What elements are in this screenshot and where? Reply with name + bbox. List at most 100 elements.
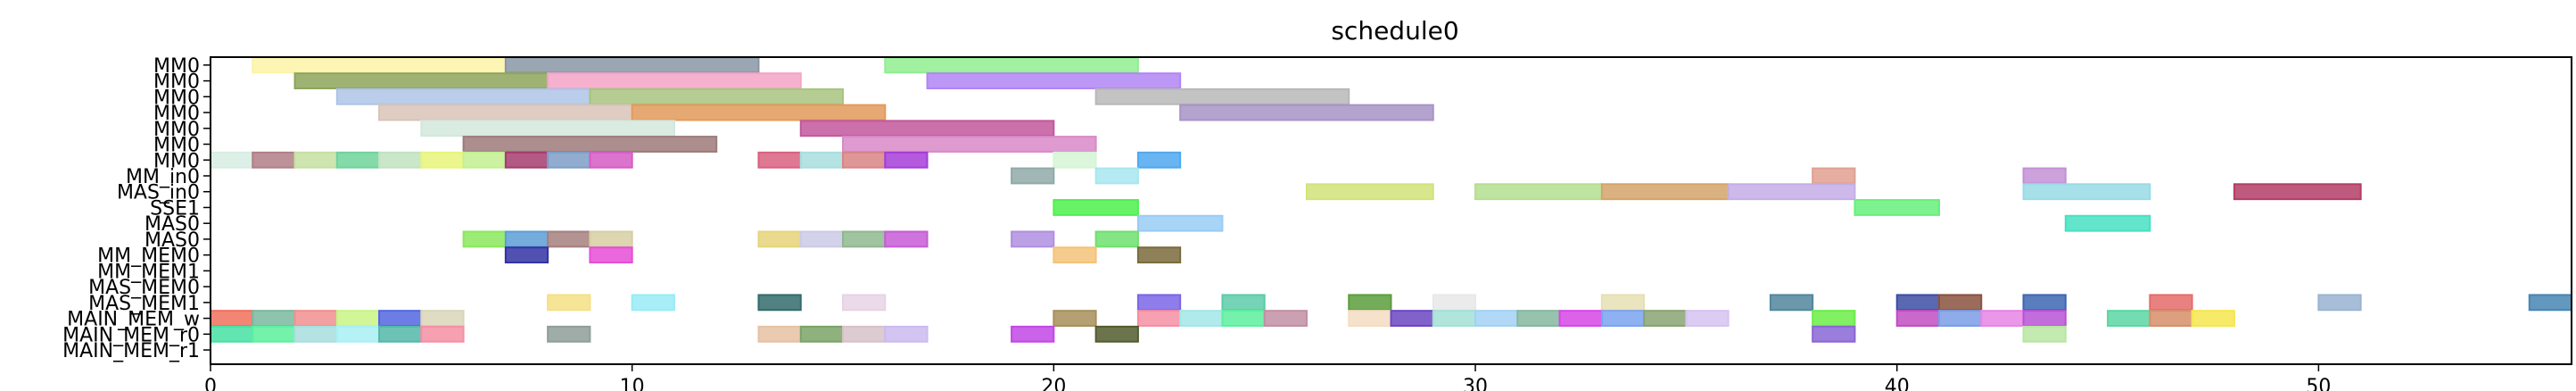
- task-bar: [589, 87, 845, 105]
- task-bar: [1812, 167, 1856, 185]
- task-bar: [1221, 310, 1266, 327]
- row-labels: MM0MM0MM0MM0MM0MM0MM0MM_in0MAS_in0SSE1MA…: [62, 55, 211, 362]
- row-label: MM0: [153, 103, 200, 125]
- row-label: MM_MEM0: [97, 245, 200, 268]
- task-bar: [1011, 167, 1055, 185]
- task-bar: [589, 230, 633, 248]
- task-bar: [1558, 310, 1603, 327]
- task-bar: [757, 325, 802, 343]
- task-bar: [2022, 183, 2151, 201]
- task-bar: [547, 151, 591, 169]
- task-bar: [1895, 294, 1940, 312]
- task-bar: [1011, 325, 1055, 343]
- row-label: SSE1: [150, 197, 200, 220]
- row-label: MM0: [153, 119, 200, 141]
- x-tick-label: 50: [2306, 376, 2331, 391]
- chart-title: schedule0: [1331, 16, 1458, 46]
- task-bar: [293, 310, 338, 327]
- task-bars: [210, 56, 2573, 343]
- x-axis: 0 10 20 30 40 50: [204, 364, 2331, 391]
- task-bar: [589, 246, 633, 264]
- task-bar: [884, 56, 1139, 74]
- task-bar: [799, 120, 1055, 137]
- task-bar: [842, 325, 887, 343]
- row-label: MAIN_MEM_r0: [62, 324, 200, 346]
- task-bar: [1348, 310, 1392, 327]
- task-bar: [2064, 214, 2151, 232]
- task-bar: [420, 120, 675, 137]
- task-bar: [1053, 310, 1097, 327]
- task-bar: [757, 230, 802, 248]
- x-tick-label: 0: [204, 376, 217, 391]
- task-bar: [1179, 310, 1224, 327]
- task-bar: [1769, 294, 1814, 312]
- task-bar: [1812, 310, 1856, 327]
- task-bar: [1474, 310, 1519, 327]
- task-bar: [335, 87, 591, 105]
- task-bar: [2107, 310, 2151, 327]
- task-bar: [1432, 310, 1477, 327]
- task-bar: [1432, 294, 1477, 312]
- task-bar: [884, 151, 929, 169]
- task-bar: [547, 230, 591, 248]
- task-bar: [1727, 183, 1856, 201]
- task-bar: [1053, 246, 1097, 264]
- task-bar: [2191, 310, 2235, 327]
- task-bar: [1136, 294, 1182, 312]
- task-bar: [1094, 230, 1139, 248]
- task-bar: [252, 151, 296, 169]
- task-bar: [842, 230, 887, 248]
- task-bar: [926, 72, 1182, 90]
- x-tick-label: 40: [1885, 376, 1910, 391]
- task-bar: [1305, 183, 1434, 201]
- row-label: MM0: [153, 150, 200, 172]
- task-bar: [1136, 246, 1182, 264]
- task-bar: [547, 325, 591, 343]
- task-bar: [842, 136, 1097, 153]
- task-bar: [2149, 310, 2193, 327]
- task-bar: [420, 151, 465, 169]
- task-bar: [210, 325, 254, 343]
- task-bar: [293, 151, 338, 169]
- task-bar: [378, 310, 423, 327]
- task-bar: [884, 230, 929, 248]
- task-bar: [1136, 214, 1224, 232]
- task-bar: [462, 230, 507, 248]
- task-bar: [293, 72, 549, 90]
- task-bar: [1136, 310, 1182, 327]
- task-bar: [799, 325, 845, 343]
- task-bar: [1136, 151, 1182, 169]
- task-bar: [842, 151, 887, 169]
- task-bar: [1053, 151, 1097, 169]
- task-bar: [1094, 325, 1139, 343]
- row-label: MAS_MEM0: [88, 277, 200, 299]
- task-bar: [631, 104, 887, 121]
- task-bar: [420, 325, 465, 343]
- row-label: MAS_MEM1: [88, 293, 200, 315]
- task-bar: [1812, 325, 1856, 343]
- task-bar: [252, 56, 507, 74]
- task-bar: [335, 325, 381, 343]
- task-bar: [504, 151, 549, 169]
- task-bar: [757, 151, 802, 169]
- task-bar: [335, 310, 381, 327]
- task-bar: [1348, 294, 1392, 312]
- task-bar: [1600, 183, 1730, 201]
- plot-frame: [210, 56, 2572, 365]
- task-bar: [1011, 230, 1055, 248]
- task-bar: [252, 310, 296, 327]
- task-bar: [378, 325, 423, 343]
- task-bar: [842, 294, 887, 312]
- task-bar: [504, 56, 760, 74]
- task-bar: [547, 72, 802, 90]
- task-bar: [884, 325, 929, 343]
- row-label: MM_in0: [126, 166, 200, 188]
- x-tick-label: 30: [1463, 376, 1488, 391]
- task-bar: [1937, 310, 1983, 327]
- task-bar: [252, 325, 296, 343]
- row-label: MM0: [153, 135, 200, 157]
- task-bar: [2022, 310, 2067, 327]
- task-bar: [757, 294, 802, 312]
- task-bar: [1179, 104, 1434, 121]
